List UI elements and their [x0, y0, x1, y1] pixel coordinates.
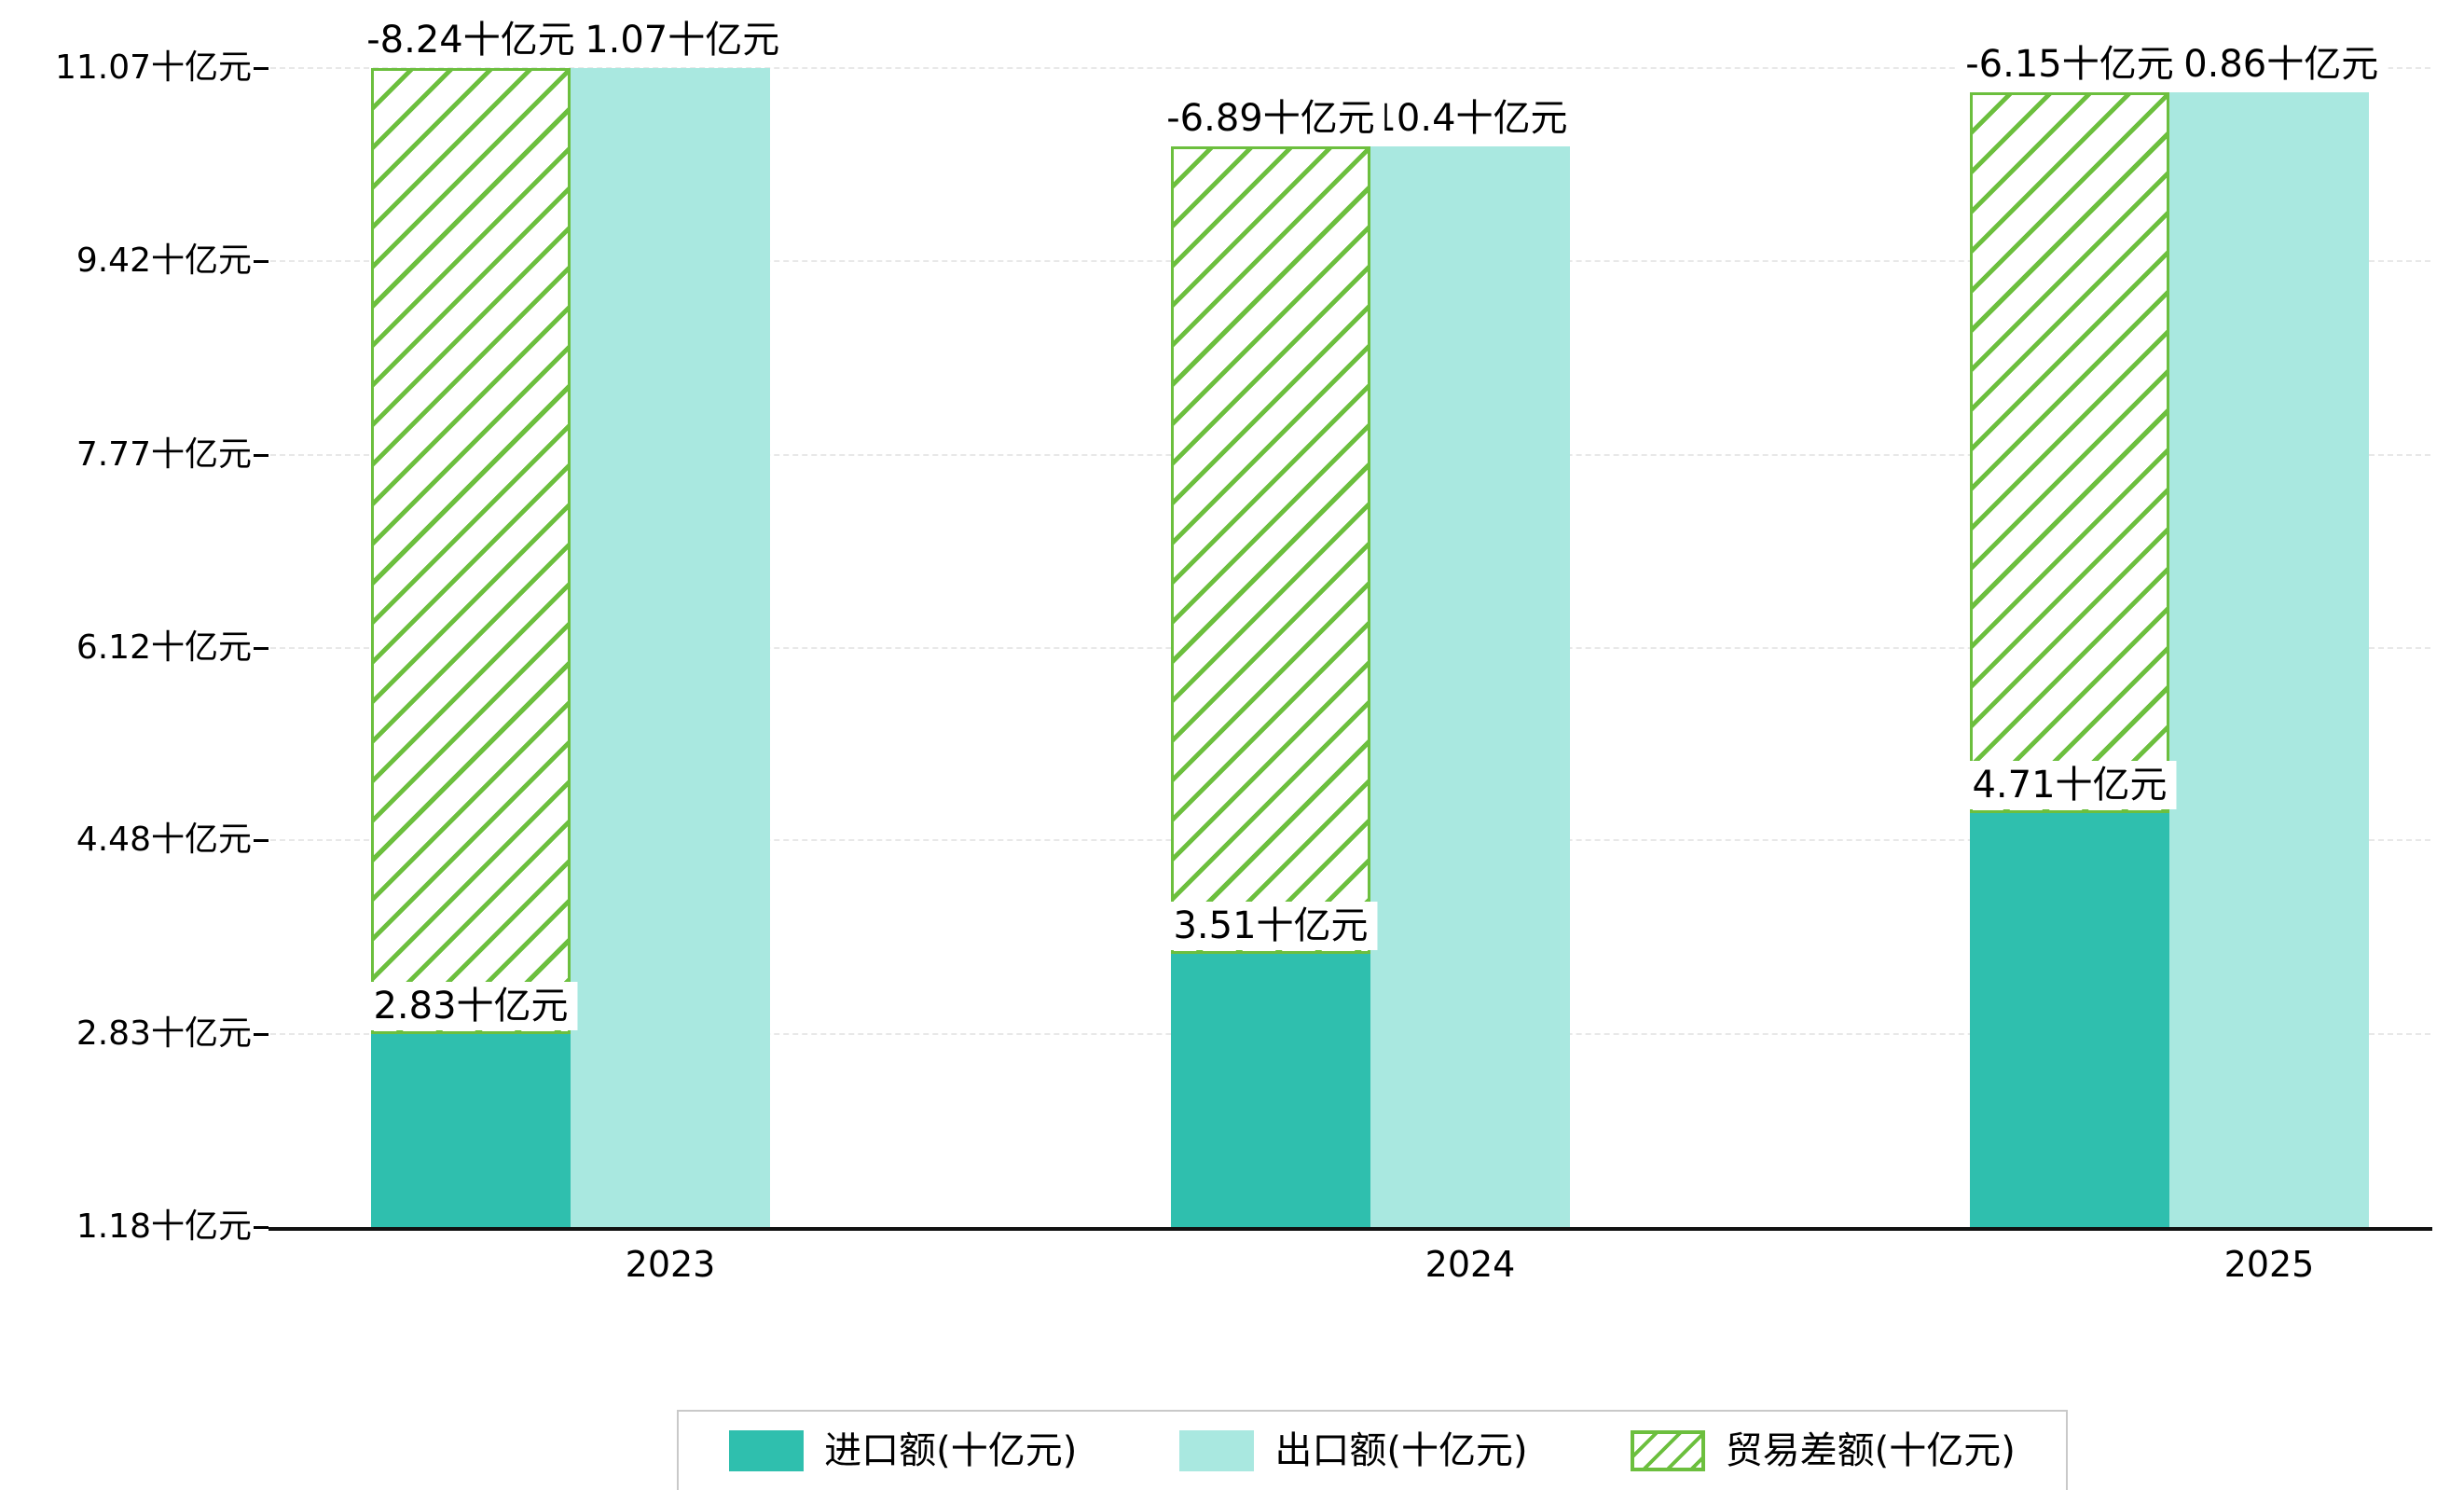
- legend-label-export: 出口额(十亿元): [1274, 1429, 1528, 1472]
- x-axis-category-label: 2023: [625, 1244, 716, 1285]
- export-value-label: 10.86十亿元: [2150, 40, 2388, 90]
- y-tick-mark-icon: [254, 67, 268, 70]
- y-axis-tick-label: 9.42十亿元: [76, 241, 252, 281]
- import-bar: [1970, 813, 2169, 1227]
- import-value-label: 4.71十亿元: [1962, 761, 2177, 810]
- export-bar: [571, 68, 770, 1227]
- trade-balance-bar: [1970, 92, 2169, 814]
- import-value-label: 2.83十亿元: [364, 981, 578, 1030]
- x-axis-line: [268, 1227, 2432, 1231]
- import-swatch-icon: [729, 1430, 805, 1471]
- y-tick-mark-icon: [254, 647, 268, 651]
- legend-item-import: 进口额(十亿元): [729, 1430, 1077, 1471]
- y-axis-tick-label: 11.07十亿元: [54, 48, 252, 87]
- export-value-label: 11.07十亿元: [551, 16, 790, 64]
- export-swatch-icon: [1179, 1430, 1255, 1471]
- chart-legend: 进口额(十亿元) 出口额(十亿元) 贸易差额(十亿元): [677, 1410, 2068, 1490]
- x-axis-category-label: 2025: [2223, 1244, 2315, 1285]
- balance-hatched-swatch-icon: [1630, 1430, 1705, 1471]
- y-axis-tick-label: 2.83十亿元: [76, 1014, 252, 1053]
- y-tick-mark-icon: [254, 1226, 268, 1229]
- export-bar: [1370, 146, 1570, 1227]
- legend-label-import: 进口额(十亿元): [824, 1429, 1078, 1472]
- y-tick-mark-icon: [254, 260, 268, 264]
- x-axis-category-label: 2024: [1425, 1244, 1516, 1285]
- y-gridline: [270, 67, 2430, 69]
- y-axis-tick-label: 1.18十亿元: [76, 1207, 252, 1246]
- balance-value-label: -6.89十亿元: [1157, 94, 1384, 144]
- legend-item-balance: 贸易差额(十亿元): [1630, 1429, 2016, 1472]
- y-axis-tick-label: 4.48十亿元: [76, 821, 252, 860]
- import-bar: [1171, 954, 1370, 1227]
- import-value-label: 3.51十亿元: [1163, 902, 1378, 951]
- balance-value-label: -6.15十亿元: [1956, 40, 2183, 90]
- trade-balance-bar: [1171, 146, 1370, 955]
- import-bar: [371, 1033, 571, 1227]
- y-tick-mark-icon: [254, 839, 268, 843]
- legend-item-export: 出口额(十亿元): [1179, 1429, 1528, 1472]
- legend-label-balance: 贸易差额(十亿元): [1725, 1429, 2016, 1472]
- y-axis-tick-label: 7.77十亿元: [76, 435, 252, 474]
- trade-balance-bar: [371, 68, 571, 1034]
- y-axis-tick-label: 6.12十亿元: [76, 628, 252, 668]
- export-bar: [2169, 92, 2369, 1227]
- y-tick-mark-icon: [254, 1032, 268, 1036]
- export-value-label: 10.4十亿元: [1363, 94, 1577, 144]
- balance-value-label: -8.24十亿元: [357, 16, 585, 64]
- y-tick-mark-icon: [254, 453, 268, 457]
